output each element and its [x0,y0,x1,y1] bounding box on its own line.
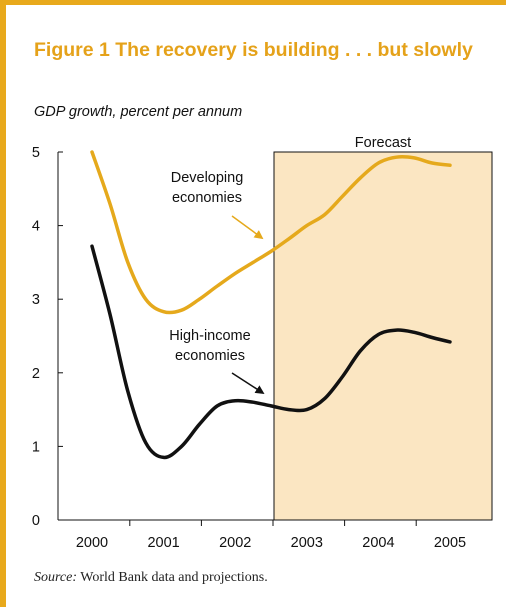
developing-economies-label: Developing [171,170,244,186]
figure-title: Figure 1 The recovery is building . . . … [34,39,473,61]
y-tick-label: 4 [32,219,40,235]
high-income-economies-label: High-income [169,328,250,344]
axes [57,152,492,521]
y-tick-label: 1 [32,439,40,455]
x-tick-label: 2000 [76,535,108,551]
y-tick-label: 5 [32,145,40,161]
y-tick-label: 0 [32,513,40,529]
x-tick-label: 2002 [219,535,251,551]
developing-economies-label: economies [172,190,242,206]
high-income-economies-label: economies [175,348,245,364]
forecast-label: Forecast [355,135,411,151]
forecast-band [273,151,493,521]
source-label: Source: [34,570,78,585]
x-tick-label: 2003 [291,535,323,551]
developing-economies-line [90,150,452,315]
x-tick-label: 2005 [434,535,466,551]
annotation-layer: Developing economies High-income economies [169,170,265,394]
series-layer [90,150,452,460]
figure-subtitle: GDP growth, percent per annum [34,104,243,120]
x-tick-label: 2004 [362,535,394,551]
y-tick-label: 3 [32,292,40,308]
source-note: Source: World Bank data and projections. [34,570,268,586]
y-tick-label: 2 [32,366,40,382]
annotation-arrow [231,372,265,394]
high-income-economies-line [90,244,452,460]
x-tick-label: 2001 [147,535,179,551]
annotation-arrow [231,215,264,240]
source-text: World Bank data and projections. [77,570,268,585]
axis-ticks: 0 1 2 3 4 5 2000 2001 2002 2003 2004 2005 [32,145,466,551]
